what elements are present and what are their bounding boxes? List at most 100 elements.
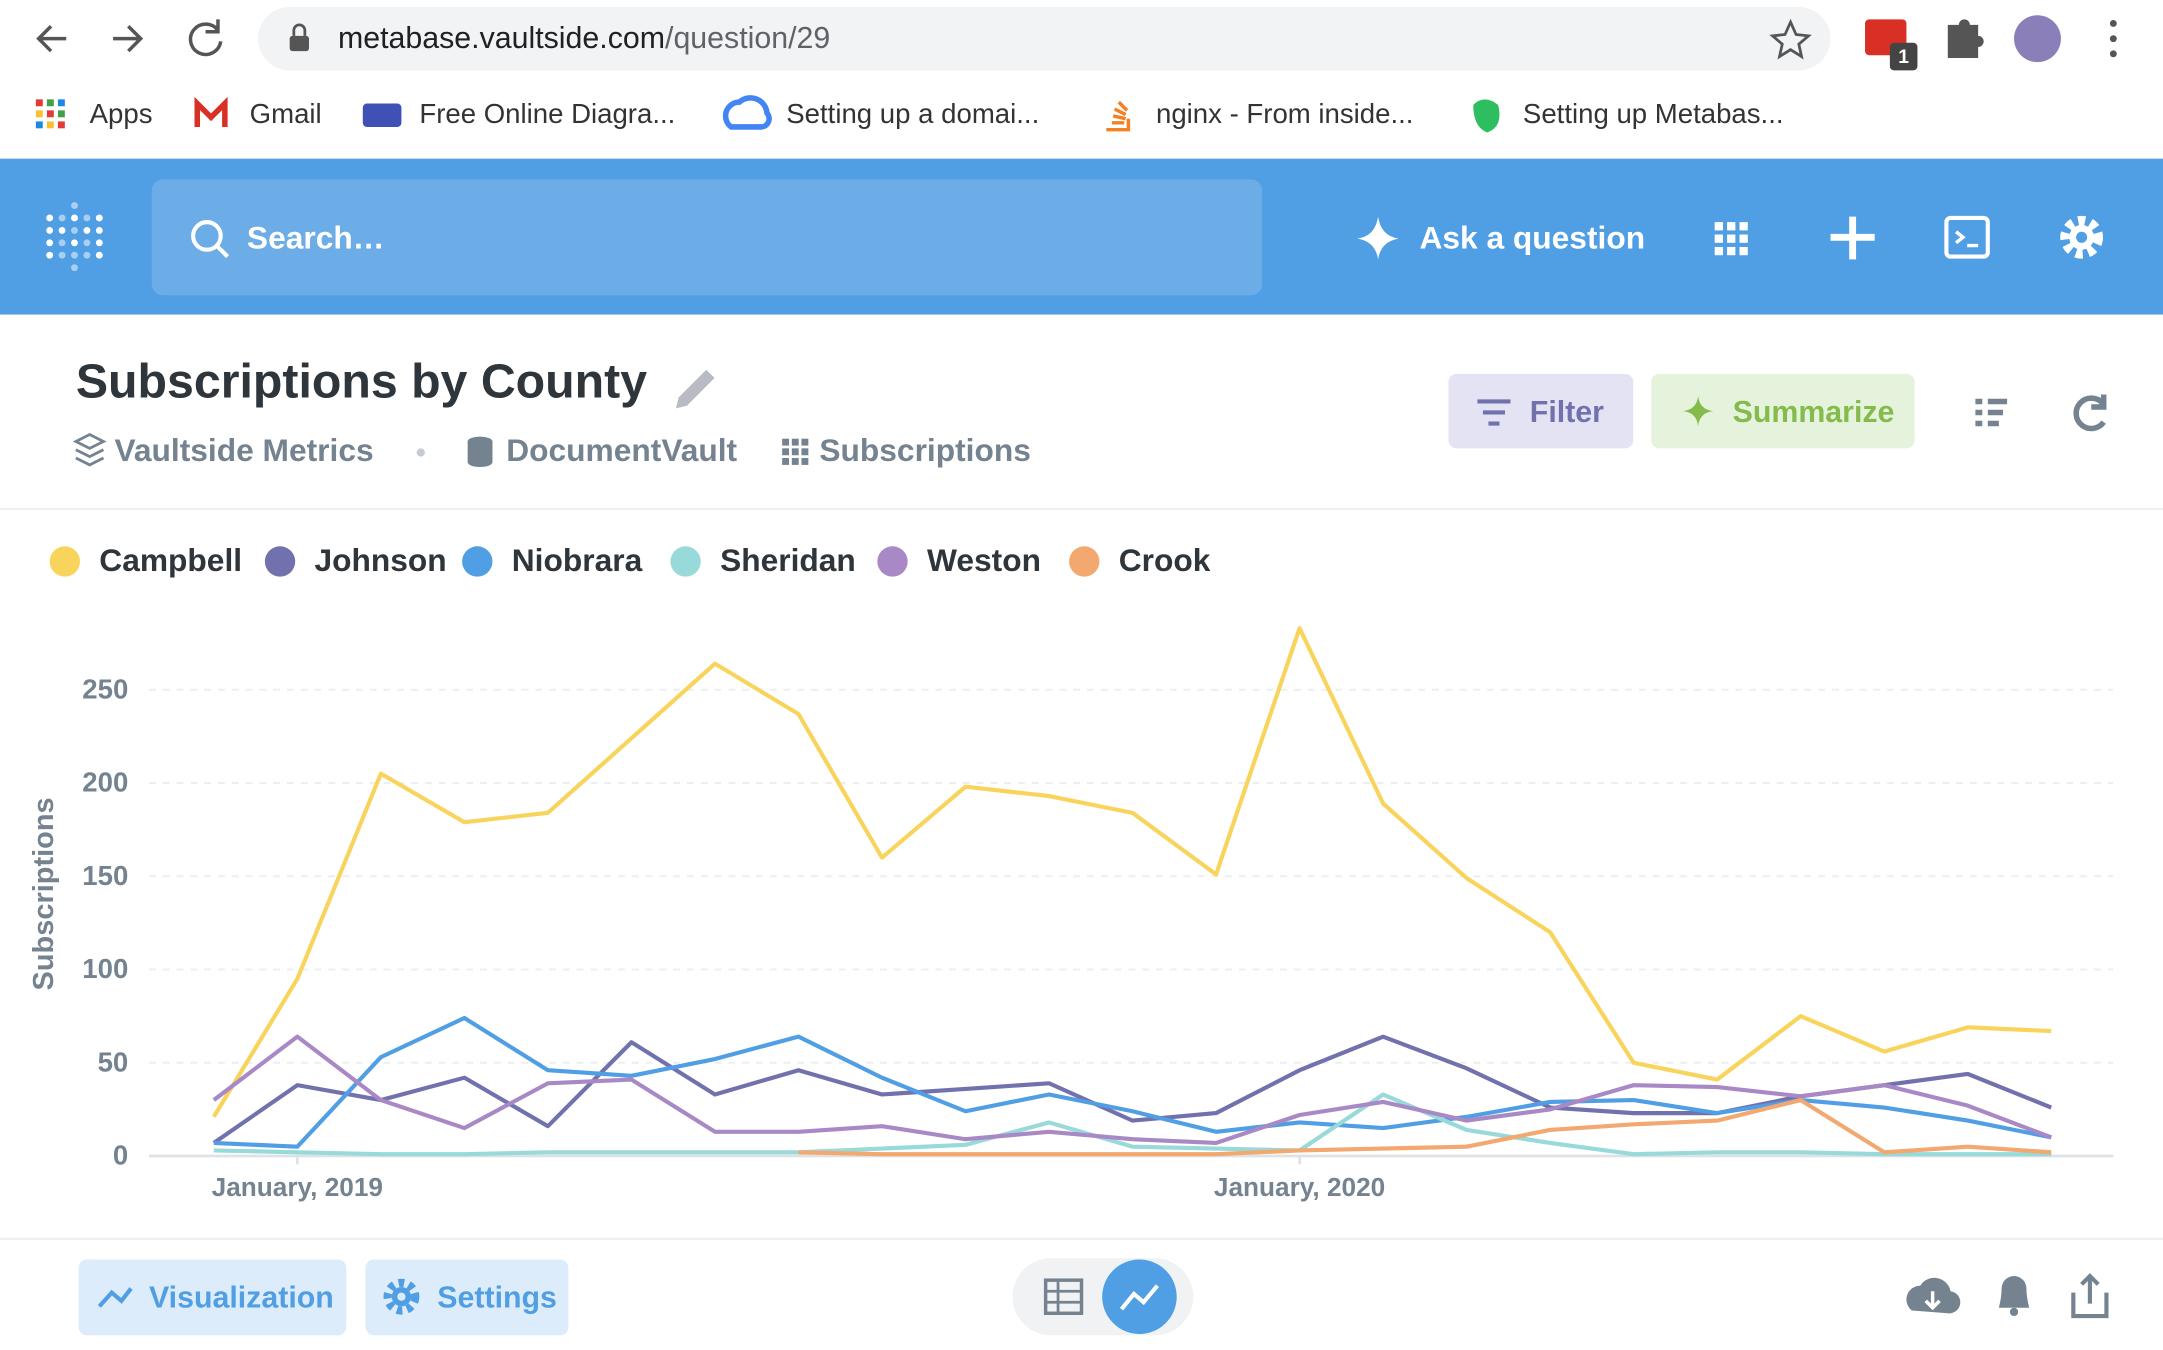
y-tick-label: 150	[82, 860, 128, 891]
forward-button[interactable]	[113, 25, 144, 53]
search-placeholder: Search…	[247, 219, 385, 255]
search-box[interactable]	[151, 179, 1263, 296]
sql-icon[interactable]	[1944, 215, 1990, 259]
x-tick-label: January, 2019	[212, 1172, 383, 1202]
search-icon	[191, 220, 223, 252]
table-view-icon[interactable]	[1043, 1278, 1084, 1316]
series-line	[212, 626, 2052, 1118]
series-line	[213, 1015, 2052, 1149]
legend-label: Weston	[927, 542, 1041, 578]
settings-icon	[397, 1292, 406, 1301]
breadcrumb[interactable]: DocumentVault	[506, 432, 737, 468]
url: metabase.vaultside.com/question/29	[338, 22, 830, 55]
back-button[interactable]	[36, 25, 67, 53]
edit-icon[interactable]	[675, 369, 715, 409]
summarize-icon	[1682, 395, 1714, 427]
legend-label: Niobrara	[512, 542, 643, 578]
summarize-button[interactable]	[1651, 373, 1915, 449]
summarize-label: Summarize	[1733, 396, 1895, 429]
url-path: /question/29	[665, 22, 830, 55]
sql-icon	[1955, 230, 1979, 248]
filter-icon	[1477, 399, 1511, 426]
line-chart: Subscriptions Campbell Johnson Niobrara She…	[28, 542, 2114, 1202]
address-bar[interactable]	[257, 6, 1831, 71]
bookmark-star[interactable]	[1769, 18, 1812, 60]
bookmark[interactable]: Gmail	[250, 98, 322, 129]
series-line	[213, 1092, 2052, 1157]
alert-icon[interactable]	[1998, 1276, 2030, 1308]
table-icon	[782, 438, 809, 465]
y-tick-label: 100	[82, 953, 128, 984]
download-icon	[1924, 1291, 1941, 1311]
series-line	[798, 1097, 2052, 1157]
stackoverflow-icon	[1106, 100, 1131, 132]
visualization-icon	[97, 1287, 133, 1308]
legend-label: Crook	[1119, 542, 1211, 578]
sparkle-icon	[1357, 216, 1399, 260]
question-title: Subscriptions by County	[76, 355, 647, 409]
legend-dot	[462, 546, 493, 577]
breadcrumb[interactable]: Vaultside Metrics	[114, 432, 373, 468]
ask-question[interactable]: Ask a question	[1419, 219, 1645, 255]
x-tick-label: January, 2020	[1214, 1172, 1385, 1202]
bookmark[interactable]: Setting up Metabas...	[1523, 98, 1784, 129]
table-view-icon	[1045, 1280, 1082, 1314]
browse-icon[interactable]	[1714, 222, 1748, 256]
series-line	[212, 1034, 2053, 1145]
collection-icon	[72, 433, 107, 467]
chart-view-icon	[1119, 1284, 1159, 1311]
y-tick-label: 50	[98, 1046, 129, 1077]
gcloud-icon	[722, 95, 772, 130]
settings-icon	[383, 1278, 420, 1315]
evernote-icon	[1473, 99, 1500, 133]
menu-dot	[2109, 50, 2117, 58]
extension-badge-bg	[1889, 42, 1918, 71]
bookmark[interactable]: nginx - From inside...	[1156, 98, 1413, 129]
visualization-label: Visualization	[149, 1281, 334, 1314]
refresh-icon[interactable]	[2073, 394, 2107, 432]
filter-label: Filter	[1530, 396, 1604, 429]
apps-icon	[35, 99, 65, 129]
legend-label: Sheridan	[720, 542, 856, 578]
legend-dot	[670, 546, 701, 577]
bookmark[interactable]: Setting up a domai...	[786, 98, 1039, 129]
legend-dot	[877, 546, 908, 577]
series-line	[212, 1034, 2052, 1146]
y-tick-label: 0	[113, 1140, 128, 1171]
search-icon	[215, 244, 230, 259]
legend-label: Campbell	[99, 542, 242, 578]
notebook-icon[interactable]	[1975, 398, 2008, 427]
y-tick-label: 250	[82, 673, 128, 704]
reload-button[interactable]	[188, 19, 223, 57]
bookmark[interactable]: Apps	[90, 98, 153, 129]
menu-dot	[2109, 35, 2117, 43]
breadcrumb[interactable]: Subscriptions	[819, 432, 1030, 468]
share-icon[interactable]	[2071, 1273, 2109, 1319]
profile-avatar[interactable]	[2014, 15, 2061, 63]
menu-dot	[2109, 20, 2117, 27]
alert-icon	[2009, 1307, 2019, 1317]
diagrams-icon	[362, 103, 402, 127]
y-axis-label: Subscriptions	[28, 797, 60, 990]
breadcrumb-sep	[416, 448, 425, 457]
lock-icon	[292, 23, 307, 36]
visualization-button[interactable]	[78, 1259, 347, 1336]
legend-dot	[264, 546, 296, 577]
metabase-logo[interactable]	[46, 202, 103, 272]
legend-dot	[49, 546, 81, 577]
extensions-icon[interactable]	[1947, 19, 1984, 58]
gmail-icon	[194, 96, 228, 127]
new-icon[interactable]	[1830, 216, 1875, 260]
filter-button[interactable]	[1448, 373, 1634, 449]
legend-label: Johnson	[315, 542, 447, 578]
lock-icon	[289, 35, 309, 52]
legend-dot	[1069, 546, 1100, 577]
bookmark[interactable]: Free Online Diagra...	[419, 98, 675, 129]
settings-button[interactable]	[365, 1259, 569, 1336]
settings-label: Settings	[437, 1281, 557, 1314]
settings-gear[interactable]	[2060, 215, 2103, 259]
extension-badge: 1	[1898, 47, 1909, 68]
url-host: metabase.vaultside.com	[338, 22, 665, 55]
